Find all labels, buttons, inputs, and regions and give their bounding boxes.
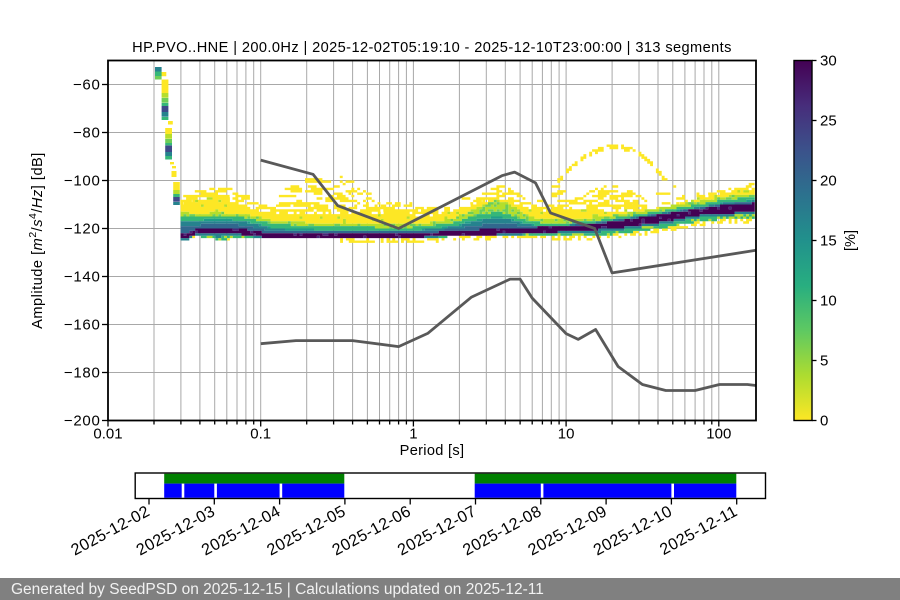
svg-text:15: 15 [820,233,837,250]
svg-text:Period [s]: Period [s] [400,443,465,459]
svg-text:[%]: [%] [843,230,859,251]
svg-text:5: 5 [820,353,828,370]
svg-text:0.1: 0.1 [250,426,271,443]
svg-text:20: 20 [820,173,837,190]
svg-text:Amplitude [m2/s4/Hz] [dB]: Amplitude [m2/s4/Hz] [dB] [27,152,46,329]
svg-text:−180: −180 [64,365,101,382]
svg-text:1: 1 [409,426,417,443]
svg-text:30: 30 [820,53,837,70]
svg-text:25: 25 [820,113,837,130]
svg-text:−140: −140 [64,269,101,286]
svg-text:100: 100 [706,426,731,443]
svg-text:HP.PVO..HNE | 200.0Hz | 2025-1: HP.PVO..HNE | 200.0Hz | 2025-12-02T05:19… [132,40,732,56]
svg-text:−120: −120 [64,221,101,238]
svg-text:−80: −80 [73,125,101,142]
svg-text:−160: −160 [64,317,101,334]
svg-text:10: 10 [558,426,575,443]
svg-text:0: 0 [820,413,828,430]
svg-text:0.01: 0.01 [93,426,122,443]
svg-text:−200: −200 [64,413,101,430]
svg-text:−60: −60 [73,77,101,94]
svg-text:10: 10 [820,293,837,310]
svg-text:−100: −100 [64,173,101,190]
svg-text:Generated by SeedPSD on 2025-1: Generated by SeedPSD on 2025-12-15 | Cal… [11,581,544,598]
